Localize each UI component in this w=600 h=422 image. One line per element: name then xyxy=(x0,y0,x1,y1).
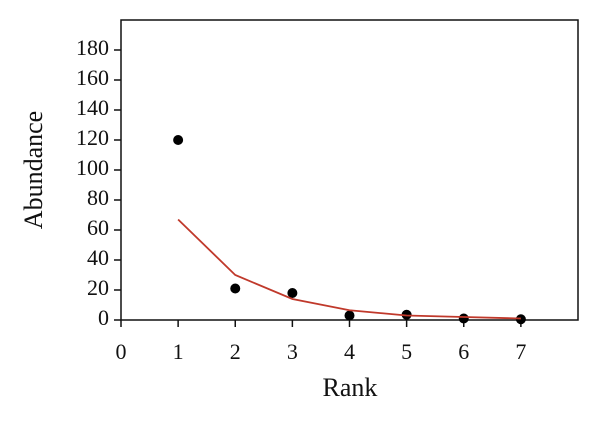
x-tick-label: 2 xyxy=(230,339,241,364)
y-tick-label: 140 xyxy=(76,95,109,120)
y-tick-label: 180 xyxy=(76,35,109,60)
x-tick-label: 1 xyxy=(173,339,184,364)
x-tick-label: 5 xyxy=(401,339,412,364)
data-point xyxy=(515,314,526,325)
y-tick-label: 0 xyxy=(98,305,109,330)
fit-line xyxy=(177,218,521,320)
y-tick-label: 120 xyxy=(76,125,109,150)
x-axis-title: Rank xyxy=(323,373,378,402)
y-axis-title: Abundance xyxy=(19,111,48,229)
x-tick-label: 4 xyxy=(344,339,355,364)
y-tick-label: 60 xyxy=(87,215,109,240)
x-tick-label: 7 xyxy=(515,339,526,364)
data-point xyxy=(458,313,469,324)
data-point xyxy=(173,135,184,145)
y-tick-label: 160 xyxy=(76,65,109,90)
plot-frame xyxy=(120,19,579,321)
y-tick-label: 80 xyxy=(87,185,109,210)
data-point xyxy=(230,283,241,294)
data-point xyxy=(344,310,355,321)
x-tick-label: 6 xyxy=(458,339,469,364)
data-point xyxy=(287,288,298,298)
x-tick-label: 0 xyxy=(116,339,127,364)
y-tick-label: 100 xyxy=(76,155,109,180)
y-tick-label: 20 xyxy=(87,275,109,300)
x-tick-label: 3 xyxy=(287,339,298,364)
y-tick-label: 40 xyxy=(87,245,109,270)
